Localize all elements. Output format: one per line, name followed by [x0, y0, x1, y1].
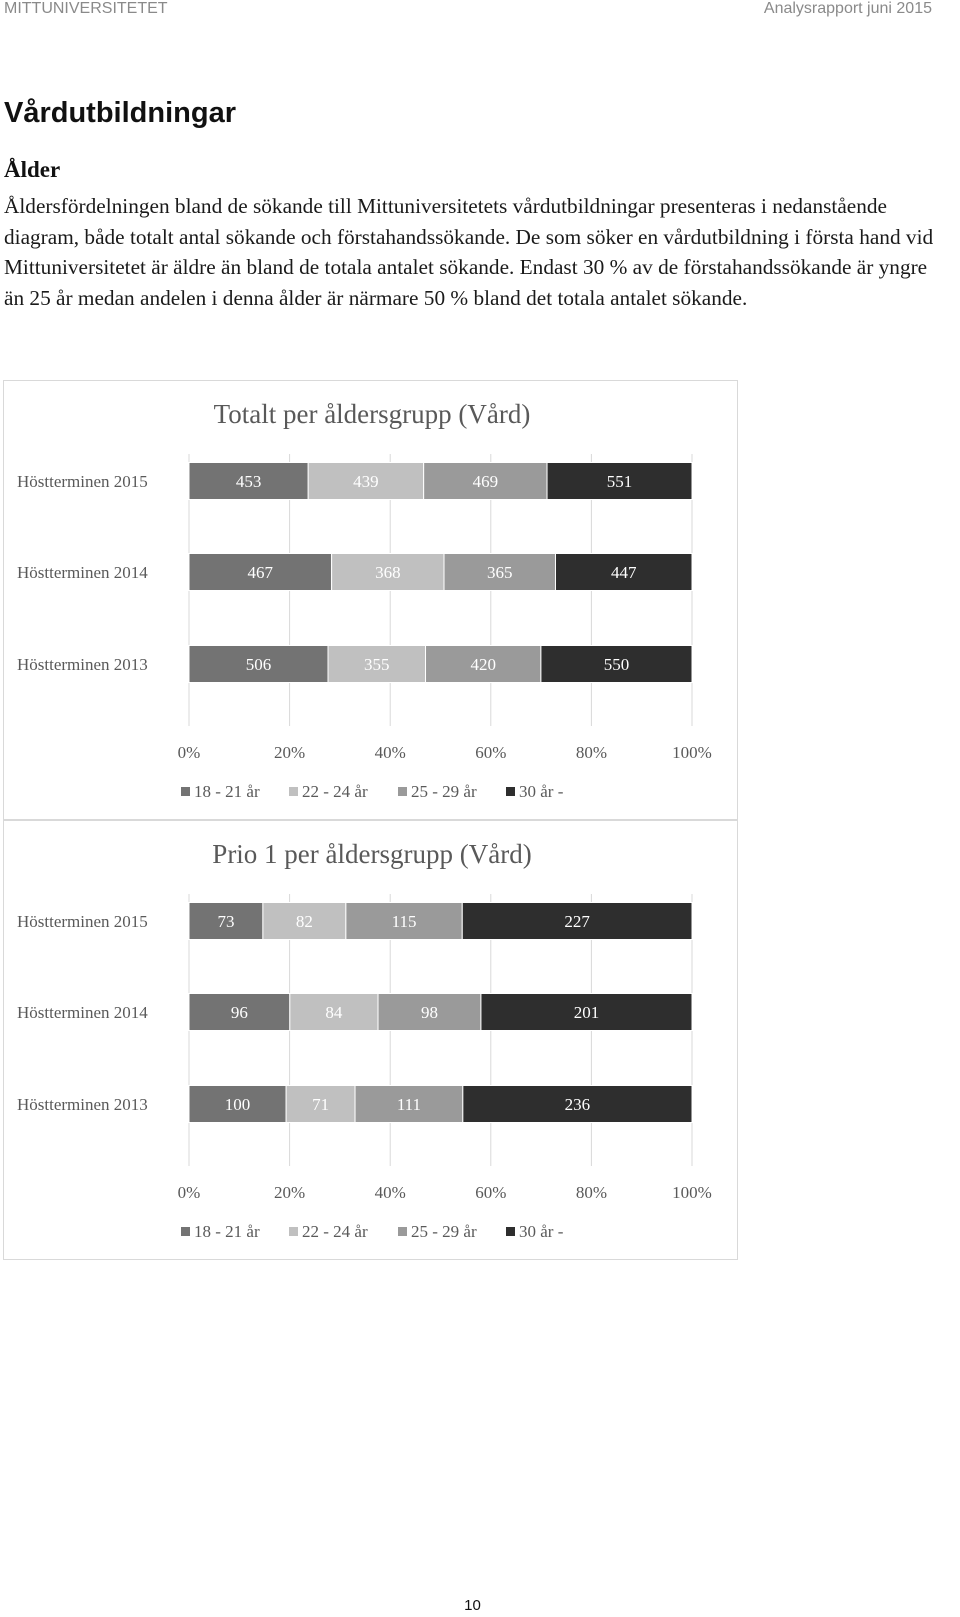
x-tick-label: 80% [576, 743, 607, 762]
legend-label: 18 - 21 år [194, 782, 260, 801]
bar-segment [188, 462, 309, 500]
bar-segment [345, 902, 463, 940]
category-label: Höstterminen 2014 [17, 1003, 148, 1022]
x-tick-label: 60% [475, 1183, 506, 1202]
section-title: Vårdutbildningar [4, 97, 236, 129]
legend-swatch [398, 1227, 407, 1236]
data-label: 82 [296, 912, 313, 931]
data-label: 100 [225, 1095, 251, 1114]
x-tick-label: 0% [178, 1183, 201, 1202]
running-header-left: MITTUNIVERSITETET [4, 0, 168, 17]
legend-label: 22 - 24 år [302, 1222, 368, 1241]
bar-segment [331, 553, 445, 591]
bar-segment [285, 1085, 356, 1123]
x-tick-label: 0% [178, 743, 201, 762]
x-tick-label: 20% [274, 1183, 305, 1202]
data-label: 469 [473, 472, 499, 491]
data-label: 96 [231, 1003, 248, 1022]
x-tick-label: 100% [672, 743, 712, 762]
bar-segment [461, 902, 693, 940]
category-label: Höstterminen 2015 [17, 912, 148, 931]
category-label: Höstterminen 2015 [17, 472, 148, 491]
data-label: 84 [325, 1003, 343, 1022]
legend-label: 25 - 29 år [411, 782, 477, 801]
x-tick-label: 40% [375, 1183, 406, 1202]
chart-prio1-svg: Prio 1 per åldersgrupp (Vård) Hösttermine… [17, 839, 712, 1241]
data-label: 447 [611, 563, 637, 582]
data-label: 98 [421, 1003, 438, 1022]
data-label: 111 [397, 1095, 421, 1114]
bar-segment [188, 993, 291, 1031]
bar-segment [327, 645, 427, 683]
bar-segment [188, 1085, 287, 1123]
legend-label: 25 - 29 år [411, 1222, 477, 1241]
data-label: 73 [217, 912, 234, 931]
bar-segment [289, 993, 379, 1031]
legend-swatch [289, 787, 298, 796]
chart-title: Totalt per åldersgrupp (Vård) [214, 399, 531, 429]
data-label: 551 [607, 472, 633, 491]
data-label: 368 [375, 563, 401, 582]
page-number: 10 [464, 1597, 481, 1614]
data-label: 115 [392, 912, 417, 931]
x-tick-label: 100% [672, 1183, 712, 1202]
legend-label: 18 - 21 år [194, 1222, 260, 1241]
data-label: 467 [248, 563, 274, 582]
bar-segment [425, 645, 542, 683]
bar-segment [262, 902, 347, 940]
legend-swatch [398, 787, 407, 796]
x-tick-label: 60% [475, 743, 506, 762]
category-label: Höstterminen 2013 [17, 1095, 148, 1114]
subsection-title: Ålder [4, 157, 61, 182]
bar-segment [188, 902, 264, 940]
legend-swatch [181, 1227, 190, 1236]
bar-segment [546, 462, 693, 500]
legend-label: 30 år - [519, 782, 564, 801]
data-label: 420 [470, 655, 496, 674]
bar-segment [554, 553, 693, 591]
x-tick-label: 80% [576, 1183, 607, 1202]
data-label: 439 [353, 472, 379, 491]
category-label: Höstterminen 2014 [17, 563, 148, 582]
legend-swatch [289, 1227, 298, 1236]
data-label: 236 [565, 1095, 591, 1114]
bar-segment [480, 993, 693, 1031]
chart-total-by-age: Totalt per åldersgrupp (Vård) Hösttermine… [3, 380, 738, 820]
bar-segment [188, 645, 329, 683]
chart-title: Prio 1 per åldersgrupp (Vård) [212, 839, 531, 869]
bar-segment [462, 1085, 693, 1123]
data-label: 201 [574, 1003, 600, 1022]
x-tick-label: 40% [375, 743, 406, 762]
body-paragraph: Åldersfördelningen bland de sökande till… [4, 194, 934, 310]
data-label: 365 [487, 563, 513, 582]
legend-label: 22 - 24 år [302, 782, 368, 801]
data-label: 550 [604, 655, 630, 674]
legend-label: 30 år - [519, 1222, 564, 1241]
legend-swatch [506, 1227, 515, 1236]
data-label: 506 [246, 655, 272, 674]
data-label: 227 [564, 912, 590, 931]
category-label: Höstterminen 2013 [17, 655, 148, 674]
running-header-right: Analysrapport juni 2015 [763, 0, 932, 17]
bar-segment [443, 553, 556, 591]
chart-prio1-by-age: Prio 1 per åldersgrupp (Vård) Hösttermine… [3, 820, 738, 1260]
chart-total-svg: Totalt per åldersgrupp (Vård) Hösttermine… [17, 399, 712, 801]
bar-segment [540, 645, 693, 683]
bar-segment [188, 553, 333, 591]
data-label: 355 [364, 655, 390, 674]
legend-swatch [181, 787, 190, 796]
data-label: 71 [312, 1095, 329, 1114]
data-label: 453 [236, 472, 262, 491]
x-tick-label: 20% [274, 743, 305, 762]
legend-swatch [506, 787, 515, 796]
